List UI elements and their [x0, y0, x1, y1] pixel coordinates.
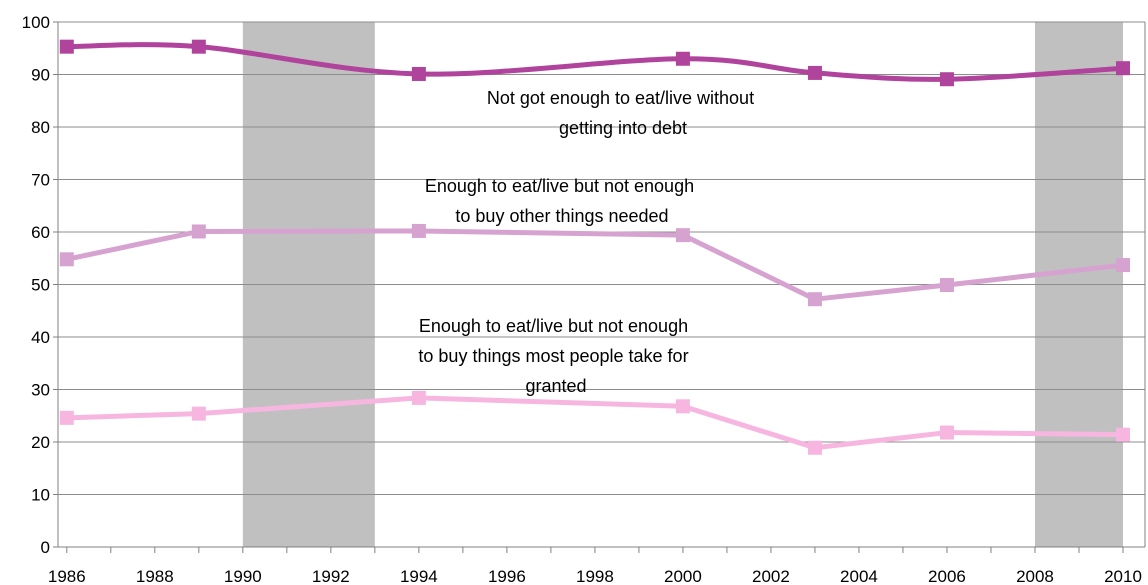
annotation-3: Enough to eat/live but not enough to buy…: [418, 316, 693, 396]
series-2-point-1986: [59, 252, 74, 267]
annotation-1-line-2: getting into debt: [559, 118, 687, 138]
x-tick-label: 1994: [400, 567, 438, 585]
y-tick-label: 90: [31, 66, 50, 85]
series-1-point-1989: [191, 39, 206, 54]
series-2-point-2006: [939, 278, 954, 293]
series-3-point-1989: [191, 406, 206, 421]
series-1-point-1994: [411, 66, 426, 81]
x-tick-label: 1998: [576, 567, 614, 585]
series-group: [59, 39, 1130, 455]
series-2-point-1989: [191, 224, 206, 239]
series-2-line: [64, 228, 1126, 302]
series-3-point-2000: [675, 399, 690, 414]
series-3-point-2010: [1115, 427, 1130, 442]
series-2-point-1994: [411, 223, 426, 238]
annotations: Not got enough to eat/live without getti…: [418, 88, 759, 396]
y-tick-label: 30: [31, 381, 50, 400]
x-tick-label: 1988: [136, 567, 174, 585]
x-tick-label: 1992: [312, 567, 350, 585]
series-1-point-2000: [675, 51, 690, 66]
annotation-3-line-1: Enough to eat/live but not enough: [419, 316, 688, 336]
y-tick-label: 100: [22, 13, 50, 32]
series-2-point-2010: [1115, 258, 1130, 273]
series-1-point-2010: [1115, 61, 1130, 76]
x-tick-label: 1996: [488, 567, 526, 585]
annotation-1-line-1: Not got enough to eat/live without: [487, 88, 754, 108]
series-1-point-1986: [59, 39, 74, 54]
annotation-2-line-1: Enough to eat/live but not enough: [425, 176, 694, 196]
axes: 0 10 20 30 40 50 60 70 80 90 100 1986 1988 1990 1992 19…: [22, 13, 1146, 585]
series-3-point-2006: [939, 425, 954, 440]
y-tick-label: 50: [31, 276, 50, 295]
series-3-point-2003: [807, 440, 822, 455]
x-tick-label: 2004: [840, 567, 878, 585]
y-tick-label: 40: [31, 328, 50, 347]
series-3-point-1994: [411, 390, 426, 405]
y-tick-label: 10: [31, 486, 50, 505]
annotation-3-line-3: granted: [525, 376, 586, 396]
series-1-point-2003: [807, 65, 822, 80]
series-3-point-1986: [59, 410, 74, 425]
series-2-point-2003: [807, 292, 822, 307]
x-tick-label: 2006: [928, 567, 966, 585]
x-tick-label: 2010: [1104, 567, 1142, 585]
y-tick-label: 70: [31, 171, 50, 190]
series-1-point-2006: [939, 72, 954, 87]
series-3-line: [64, 395, 1126, 451]
y-tick-label: 0: [41, 538, 50, 557]
series-2-point-2000: [675, 228, 690, 243]
y-tick-label: 80: [31, 118, 50, 137]
annotation-1: Not got enough to eat/live without getti…: [487, 88, 759, 138]
annotation-3-line-2: to buy things most people take for: [418, 346, 688, 366]
y-tick-label: 60: [31, 223, 50, 242]
annotation-2-line-2: to buy other things needed: [455, 206, 668, 226]
x-tick-label: 2000: [664, 567, 702, 585]
y-tick-label: 20: [31, 433, 50, 452]
x-tick-label: 1990: [224, 567, 262, 585]
x-tick-label: 1986: [48, 567, 86, 585]
annotation-2: Enough to eat/live but not enough to buy…: [425, 176, 699, 226]
x-tick-label: 2008: [1016, 567, 1054, 585]
x-tick-label: 2002: [752, 567, 790, 585]
